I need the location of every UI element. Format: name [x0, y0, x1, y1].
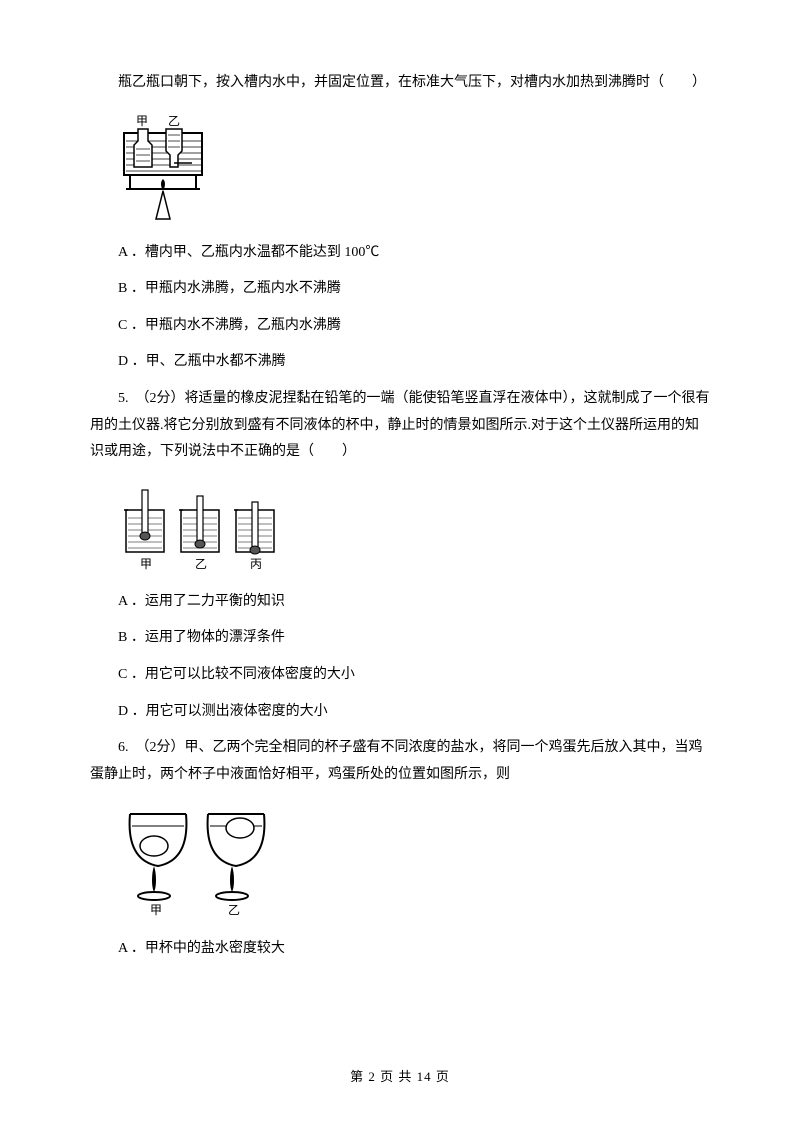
goblet-jia: 甲	[130, 814, 187, 917]
q5-option-d: D ．用它可以测出液体密度的大小	[118, 699, 710, 726]
q4-label-jia: 甲	[136, 114, 148, 128]
q4-label-yi: 乙	[168, 114, 180, 128]
q4-option-a: A ．槽内甲、乙瓶内水温都不能达到 100℃	[118, 240, 710, 267]
q5-option-a: A ．运用了二力平衡的知识	[118, 589, 710, 616]
q5-option-b: B ．运用了物体的漂浮条件	[118, 625, 710, 652]
svg-text:甲: 甲	[140, 557, 152, 571]
q4-stem: 瓶乙瓶口朝下，按入槽内水中，并固定位置，在标准大气压下，对槽内水加热到沸腾时（ …	[90, 70, 710, 97]
q5-figure: 甲 乙 丙	[118, 480, 710, 575]
q6-stem: 6. （2分）甲、乙两个完全相同的杯子盛有不同浓度的盐水，将同一个鸡蛋先后放入其…	[90, 735, 710, 788]
q5-stem: 5. （2分）将适量的橡皮泥捏黏在铅笔的一端（能使铅笔竖直浮在液体中），这就制成…	[90, 386, 710, 466]
goblet-yi: 乙	[208, 814, 265, 917]
svg-text:甲: 甲	[150, 903, 162, 917]
q4-option-c: C ．甲瓶内水不沸腾，乙瓶内水沸腾	[118, 313, 710, 340]
q6-option-a: A ．甲杯中的盐水密度较大	[118, 936, 710, 963]
page-footer: 第 2 页 共 14 页	[0, 1065, 800, 1090]
beaker-bing: 丙	[234, 502, 274, 571]
q4-option-d: D ．甲、乙瓶中水都不沸腾	[118, 349, 710, 376]
q5-option-c: C ．用它可以比较不同液体密度的大小	[118, 662, 710, 689]
beaker-jia: 甲	[124, 490, 164, 571]
q4-figure: 甲 乙	[118, 111, 710, 226]
svg-text:乙: 乙	[228, 903, 240, 917]
q6-figure: 甲 乙	[118, 802, 710, 922]
beaker-yi: 乙	[179, 496, 219, 571]
q4-option-b: B ．甲瓶内水沸腾，乙瓶内水不沸腾	[118, 276, 710, 303]
svg-text:乙: 乙	[195, 557, 207, 571]
svg-text:丙: 丙	[250, 557, 262, 571]
